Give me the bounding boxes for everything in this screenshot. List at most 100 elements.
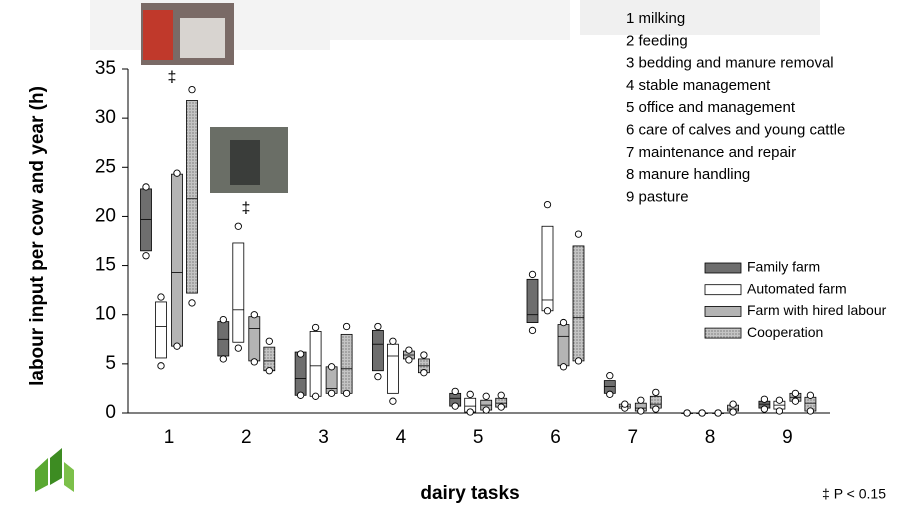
outlier	[374, 372, 382, 381]
y-tick-label: 0	[105, 402, 116, 423]
box	[572, 245, 585, 362]
box	[186, 100, 198, 294]
x-tick-label: 4	[396, 427, 407, 448]
box	[217, 321, 230, 357]
legend-swatch	[704, 284, 742, 296]
outlier	[451, 387, 459, 396]
outlier	[497, 391, 505, 399]
y-tick-label: 30	[95, 107, 116, 128]
box	[171, 173, 183, 347]
outlier	[296, 350, 305, 358]
legend-swatch	[704, 262, 742, 274]
x-tick-label: 8	[705, 427, 716, 448]
outlier	[466, 408, 474, 416]
task-item: 1 milking	[626, 10, 685, 27]
outlier	[265, 337, 273, 345]
outlier	[791, 397, 800, 405]
logo	[64, 462, 74, 492]
outlier	[188, 85, 196, 94]
outlier	[775, 407, 784, 415]
outlier	[528, 326, 537, 335]
outlier	[451, 402, 459, 410]
task-item: 9 pasture	[626, 188, 689, 205]
box	[325, 366, 338, 394]
outlier	[234, 222, 242, 230]
y-tick-label: 10	[95, 304, 116, 325]
annotation: ‡	[168, 69, 177, 86]
x-tick-label: 2	[241, 427, 252, 448]
outlier	[652, 405, 660, 413]
outlier	[342, 389, 351, 397]
outlier	[543, 307, 552, 315]
outlier	[729, 408, 737, 416]
box	[526, 278, 539, 323]
outlier	[173, 342, 181, 350]
outlier	[637, 407, 645, 415]
outlier	[482, 392, 490, 400]
outlier	[405, 346, 413, 354]
outlier	[528, 270, 537, 279]
box	[541, 225, 554, 312]
outlier	[559, 363, 568, 371]
photo-detail	[180, 18, 225, 58]
outlier	[729, 400, 737, 408]
outlier	[327, 389, 336, 397]
outlier	[543, 200, 552, 209]
outlier	[157, 362, 165, 370]
outlier	[698, 409, 706, 417]
background-photo	[330, 0, 570, 40]
box	[248, 316, 261, 362]
outlier	[296, 391, 305, 399]
outlier	[497, 403, 505, 411]
box	[309, 331, 322, 397]
outlier	[420, 369, 428, 377]
box	[386, 343, 399, 394]
task-item: 8 manure handling	[626, 166, 750, 183]
outlier	[760, 405, 769, 413]
task-item: 6 care of calves and young cattle	[626, 121, 845, 138]
outlier	[342, 322, 351, 331]
footnote: ‡ P < 0.15	[822, 486, 886, 502]
outlier	[791, 389, 800, 397]
outlier	[760, 395, 769, 403]
outlier	[219, 355, 227, 363]
task-item: 2 feeding	[626, 32, 688, 49]
logo	[35, 458, 48, 492]
outlier	[606, 372, 614, 380]
outlier	[311, 392, 320, 400]
outlier	[559, 318, 568, 327]
outlier	[142, 252, 150, 260]
x-tick-label: 1	[164, 427, 175, 448]
box	[155, 301, 167, 359]
annotation: ‡	[242, 200, 251, 217]
outlier	[606, 390, 614, 398]
box	[371, 330, 384, 372]
legend-label: Family farm	[747, 259, 820, 275]
outlier	[327, 363, 336, 371]
background-photo	[580, 0, 820, 35]
outlier	[574, 357, 583, 365]
y-axis-title: labour input per cow and year (h)	[27, 86, 48, 386]
outlier	[806, 407, 815, 415]
box	[340, 333, 353, 394]
legend-label: Cooperation	[747, 324, 823, 340]
outlier	[420, 351, 428, 359]
outlier	[389, 337, 397, 345]
box	[294, 351, 307, 396]
outlier	[405, 356, 413, 364]
outlier	[621, 400, 629, 408]
box	[232, 242, 245, 343]
outlier	[482, 406, 490, 414]
x-tick-label: 5	[473, 427, 484, 448]
x-tick-label: 7	[628, 427, 639, 448]
legend-label: Automated farm	[747, 280, 847, 296]
outlier	[806, 391, 815, 399]
legend-swatch	[704, 305, 742, 317]
x-tick-label: 9	[782, 427, 793, 448]
photo-detail	[143, 10, 173, 60]
legend-label: Farm with hired labour	[747, 302, 887, 318]
outlier	[389, 397, 397, 405]
y-tick-label: 20	[95, 205, 116, 226]
